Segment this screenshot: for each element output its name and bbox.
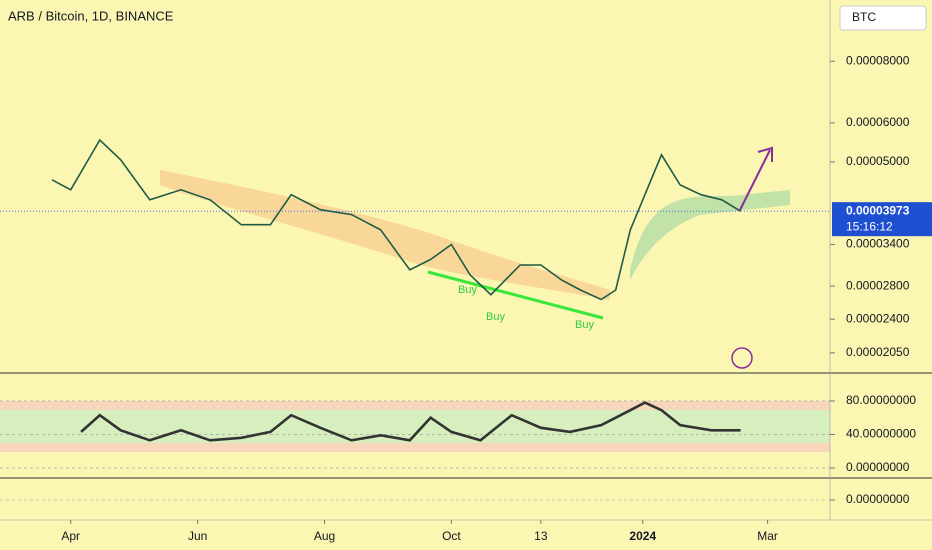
x-tick-label: Jun [188, 529, 207, 543]
y-tick-label: 0.00008000 [846, 53, 910, 67]
price-line [51, 138, 742, 301]
countdown: 15:16:12 [846, 219, 893, 233]
buy-label: Buy [458, 284, 477, 296]
oversold-band [0, 443, 830, 452]
oscillator-line [80, 401, 741, 442]
y-tick-label: 0.00000000 [846, 460, 910, 474]
y-tick-label: 0.00003400 [846, 237, 910, 251]
arrow [739, 146, 773, 211]
chart-title: ARB / Bitcoin, 1D, BINANCE [8, 8, 174, 23]
y-tick-label: 0.00000000 [846, 492, 910, 506]
price-tag [832, 202, 932, 237]
buy-label: Buy [575, 319, 594, 331]
x-tick-label: 13 [534, 529, 548, 543]
x-tick-label: Oct [442, 529, 461, 543]
currency[interactable]: BTC [852, 10, 876, 24]
y-tick-label: 0.00002400 [846, 311, 910, 325]
y-tick-label: 0.00005000 [846, 154, 910, 168]
x-tick-label: 2024 [629, 529, 656, 543]
x-tick-label: Mar [757, 529, 778, 543]
x-tick-label: Aug [314, 529, 335, 543]
y-tick-label: 80.00000000 [846, 393, 916, 407]
alert-icon[interactable] [731, 347, 753, 369]
last-price-label: 0.00003973 [846, 203, 910, 217]
y-tick-label: 0.00006000 [846, 115, 910, 129]
neutral-band [0, 410, 830, 443]
currency-button[interactable] [839, 5, 927, 31]
cloud [630, 190, 790, 280]
y-tick-label: 40.00000000 [846, 427, 916, 441]
trend-line [427, 270, 604, 320]
y-tick-label: 0.00002800 [846, 278, 910, 292]
overbought-band [0, 401, 830, 410]
y-tick-label: 0.00002050 [846, 345, 910, 359]
x-tick-label: Apr [61, 529, 80, 543]
buy-label: Buy [486, 311, 505, 323]
